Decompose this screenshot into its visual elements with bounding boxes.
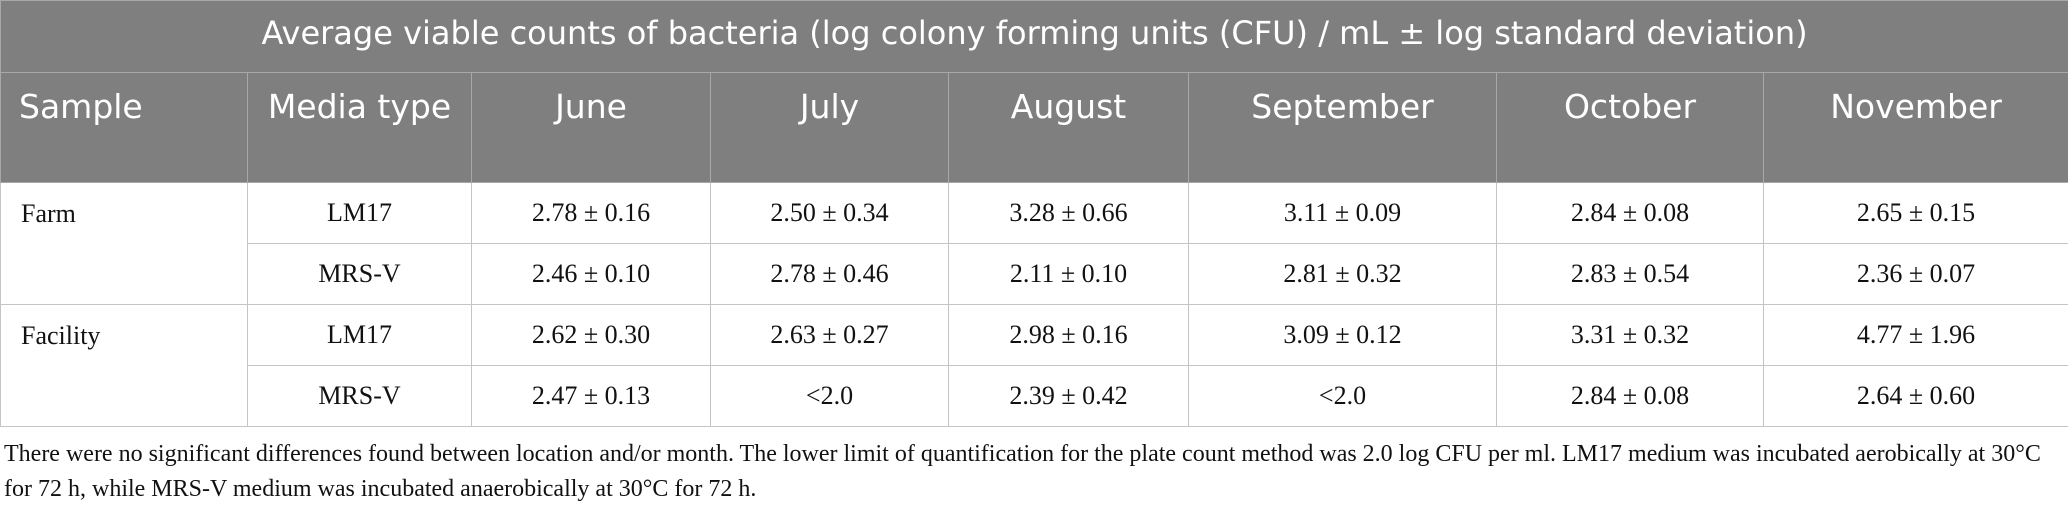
value-cell: 2.78 ± 0.46: [710, 243, 949, 305]
column-header: August: [948, 72, 1189, 183]
value-cell: 2.81 ± 0.32: [1188, 243, 1497, 305]
value-cell: 2.83 ± 0.54: [1496, 243, 1764, 305]
value-cell: 2.46 ± 0.10: [471, 243, 711, 305]
table-row: Facility LM17 2.62 ± 0.30 2.63 ± 0.27 2.98 ±…: [0, 304, 2068, 427]
value-cell: 2.62 ± 0.30: [471, 304, 711, 366]
value-cell: 3.31 ± 0.32: [1496, 304, 1764, 366]
media-cell: MRS-V: [247, 243, 472, 305]
column-header: October: [1496, 72, 1764, 183]
data-table: Average viable counts of bacteria (log c…: [0, 0, 2068, 427]
value-cell: 3.09 ± 0.12: [1188, 304, 1497, 366]
value-cell: 2.36 ± 0.07: [1762, 243, 2068, 305]
table-row: Farm LM17 2.78 ± 0.16 2.50 ± 0.34 3.28 ± 0.6…: [0, 182, 2068, 305]
footnote: There were no significant differences fo…: [4, 441, 2041, 502]
value-cell: 2.84 ± 0.08: [1496, 365, 1764, 427]
sample-cell: Farm: [0, 182, 248, 305]
column-header: Media type: [247, 72, 472, 183]
header-row: Sample Media type June July August September O…: [0, 72, 2068, 183]
value-cell: 2.39 ± 0.42: [948, 365, 1189, 427]
media-cell: LM17: [247, 182, 472, 244]
value-cell: 2.98 ± 0.16: [948, 304, 1189, 366]
column-header: November: [1762, 72, 2068, 183]
table-row: MRS-V 2.46 ± 0.10 2.78 ± 0.46 2.11 ± 0.10 2.…: [1, 243, 2068, 305]
column-header: September: [1188, 72, 1497, 183]
value-cell: 2.64 ± 0.60: [1762, 365, 2068, 427]
value-cell: 2.11 ± 0.10: [948, 243, 1189, 305]
value-cell: 2.63 ± 0.27: [710, 304, 949, 366]
value-cell: 2.50 ± 0.34: [710, 182, 949, 244]
column-header: July: [710, 72, 949, 183]
value-cell: 3.11 ± 0.09: [1188, 182, 1497, 244]
table-row: MRS-V 2.47 ± 0.13 <2.0 2.39 ± 0.42 <2.0 2.84 …: [1, 365, 2068, 427]
value-cell: <2.0: [710, 365, 949, 427]
column-header: Sample: [0, 72, 248, 183]
media-cell: LM17: [247, 304, 472, 366]
table-title: Average viable counts of bacteria (log c…: [0, 0, 2068, 73]
column-header: June: [471, 72, 711, 183]
value-cell: 4.77 ± 1.96: [1762, 304, 2068, 366]
value-cell: 2.78 ± 0.16: [471, 182, 711, 244]
sample-cell: Facility: [0, 304, 248, 427]
value-cell: 3.28 ± 0.66: [948, 182, 1189, 244]
media-cell: MRS-V: [247, 365, 472, 427]
value-cell: 2.65 ± 0.15: [1762, 182, 2068, 244]
value-cell: 2.47 ± 0.13: [471, 365, 711, 427]
value-cell: <2.0: [1188, 365, 1497, 427]
value-cell: 2.84 ± 0.08: [1496, 182, 1764, 244]
